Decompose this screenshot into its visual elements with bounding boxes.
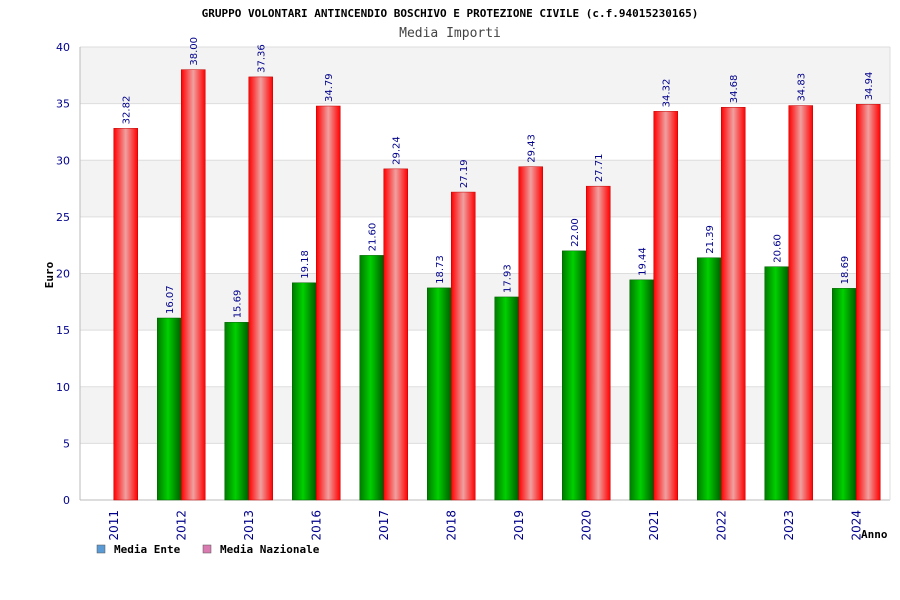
grid-lines (79, 46, 891, 501)
x-tick-label: 2022 (714, 510, 728, 541)
data-label: 29.43 (527, 134, 538, 163)
plot-band (80, 330, 890, 387)
data-label: 17.93 (503, 264, 514, 293)
bar-media-nazionale (788, 105, 813, 501)
x-tick-label: 2013 (242, 510, 256, 541)
plot-band (80, 273, 890, 331)
legend-label: Media Ente (114, 543, 181, 556)
data-label: 21.60 (368, 223, 379, 252)
plot-band (80, 386, 890, 444)
bar-media-nazionale (181, 69, 206, 501)
bars (113, 69, 881, 501)
bar-media-nazionale (518, 166, 543, 501)
bar-media-nazionale (586, 185, 611, 501)
data-label: 27.71 (594, 154, 605, 183)
data-label: 19.44 (638, 247, 649, 276)
bar-media-ente (494, 296, 519, 501)
legend-swatch (96, 544, 106, 554)
y-tick-label: 35 (56, 98, 70, 111)
bar-media-ente (629, 279, 654, 501)
bar-media-nazionale (383, 168, 408, 501)
data-label: 18.73 (435, 255, 446, 284)
bar-media-ente (697, 257, 722, 501)
bar-media-ente (427, 287, 452, 501)
bar-media-nazionale (316, 105, 341, 501)
y-tick-label: 30 (56, 154, 70, 167)
legend-swatch (202, 544, 212, 554)
y-axis-label: Euro (43, 261, 56, 288)
bar-media-nazionale (721, 106, 746, 501)
bar-media-nazionale (113, 128, 138, 501)
data-label: 16.07 (165, 285, 176, 314)
bar-media-nazionale (856, 104, 881, 501)
bar-media-ente (157, 317, 182, 501)
bar-media-ente (832, 288, 857, 501)
data-label: 21.39 (705, 225, 716, 254)
bar-media-ente (224, 322, 249, 501)
legend-label: Media Nazionale (220, 543, 320, 556)
plot-area (80, 47, 890, 500)
data-label: 19.18 (300, 250, 311, 279)
y-tick-label: 25 (56, 211, 70, 224)
y-axis-ticks: 0 5 10 15 20 25 30 35 40 (56, 41, 70, 507)
x-tick-label: 2018 (444, 510, 458, 541)
y-tick-label: 20 (56, 268, 70, 281)
data-label: 34.94 (864, 72, 875, 101)
y-tick-label: 5 (63, 437, 70, 450)
data-label: 38.00 (189, 37, 200, 66)
plot-band (80, 160, 890, 217)
bar-media-ente (764, 266, 789, 501)
x-tick-label: 2024 (849, 510, 863, 541)
plot-band (80, 47, 890, 104)
x-axis-label: Anno (861, 528, 888, 541)
data-label: 27.19 (459, 159, 470, 188)
x-tick-label: 2021 (647, 510, 661, 541)
bar-media-nazionale (248, 76, 273, 501)
bar-media-nazionale (653, 111, 678, 501)
data-label: 34.32 (662, 79, 673, 108)
chart-subtitle: Media Importi (399, 26, 501, 41)
x-tick-label: 2017 (377, 510, 391, 541)
x-tick-label: 2020 (579, 510, 593, 541)
bar-media-ente (292, 282, 317, 501)
chart-title: GRUPPO VOLONTARI ANTINCENDIO BOSCHIVO E … (202, 7, 699, 20)
data-label: 22.00 (570, 218, 581, 247)
data-label: 37.36 (257, 44, 268, 73)
data-label: 34.79 (324, 73, 335, 102)
y-tick-label: 40 (56, 41, 70, 54)
data-label: 15.69 (233, 290, 244, 319)
data-label: 29.24 (392, 136, 403, 165)
x-axis-ticks: 2011 2012 2013 2016 2017 2018 2019 2020 2021 2022… (107, 510, 864, 541)
plot-band (80, 216, 890, 274)
data-label: 34.83 (797, 73, 808, 102)
plot-band (80, 443, 890, 500)
data-label: 20.60 (773, 234, 784, 263)
data-label: 18.69 (840, 256, 851, 285)
data-label: 34.68 (729, 75, 740, 104)
plot-band (80, 103, 890, 161)
legend: Media Ente Media Nazionale (96, 543, 320, 556)
data-labels: 32.82 16.07 38.00 15.69 37.36 19.18 34.79 21.60… (122, 37, 876, 318)
y-tick-label: 15 (56, 324, 70, 337)
bar-media-nazionale (451, 191, 476, 501)
bar-media-ente (359, 255, 384, 501)
x-tick-label: 2019 (512, 510, 526, 541)
x-tick-label: 2023 (782, 510, 796, 541)
y-tick-label: 0 (63, 494, 70, 507)
x-tick-label: 2012 (174, 510, 188, 541)
x-tick-label: 2016 (309, 510, 323, 541)
data-label: 32.82 (122, 96, 133, 125)
bar-media-ente (562, 250, 587, 501)
y-tick-label: 10 (56, 381, 70, 394)
x-tick-label: 2011 (107, 510, 121, 541)
